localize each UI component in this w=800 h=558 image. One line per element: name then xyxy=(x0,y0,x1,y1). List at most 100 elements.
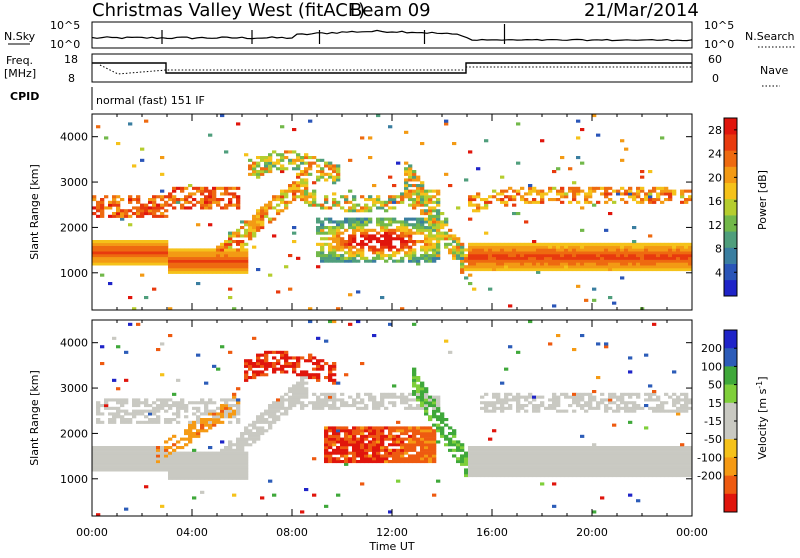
power-cell xyxy=(212,254,217,258)
velocity-cell xyxy=(424,392,429,396)
velocity-cell xyxy=(532,474,537,478)
power-cell xyxy=(392,184,397,188)
power-cell xyxy=(104,251,109,255)
power-cell xyxy=(316,242,321,246)
velocity-cell xyxy=(300,510,305,514)
power-cell xyxy=(540,254,545,258)
velocity-cell xyxy=(432,446,437,450)
velocity-cell xyxy=(120,415,125,419)
power-cell xyxy=(384,209,389,213)
velocity-cell xyxy=(408,457,413,461)
power-cell xyxy=(116,262,121,266)
velocity-cell xyxy=(212,465,217,469)
power-cell xyxy=(656,268,661,272)
power-cell xyxy=(324,217,329,221)
velocity-cell xyxy=(480,446,485,450)
velocity-cell xyxy=(344,457,349,461)
power-cell xyxy=(124,251,129,255)
velocity-cell xyxy=(276,362,281,366)
velocity-cell xyxy=(392,401,397,405)
velocity-cell xyxy=(632,406,637,410)
power-cell xyxy=(664,254,669,258)
power-cell xyxy=(472,242,477,246)
power-cell xyxy=(124,212,129,216)
velocity-cell xyxy=(140,446,145,450)
velocity-cell xyxy=(140,457,145,461)
power-cell xyxy=(632,265,637,269)
power-cell xyxy=(140,240,145,244)
velocity-cell xyxy=(576,451,581,455)
velocity-cell xyxy=(512,451,517,455)
velocity-cell xyxy=(616,398,621,402)
power-cell xyxy=(352,256,357,260)
velocity-cell xyxy=(124,468,129,472)
velocity-cell xyxy=(644,392,649,396)
power-cell xyxy=(396,228,401,232)
power-cell xyxy=(380,251,385,255)
power-cell xyxy=(164,200,169,204)
power-cell xyxy=(568,167,573,171)
velocity-cell xyxy=(604,454,609,458)
velocity-cell xyxy=(640,465,645,469)
power-cell xyxy=(220,114,225,118)
power-cell xyxy=(200,251,205,255)
power-cell xyxy=(416,192,421,196)
power-cell xyxy=(284,189,289,193)
velocity-cell xyxy=(372,440,377,444)
power-cell xyxy=(292,195,297,199)
power-cell xyxy=(476,192,481,196)
velocity-cell xyxy=(620,468,625,472)
velocity-cell xyxy=(484,460,489,464)
power-cell xyxy=(588,265,593,269)
velocity-cell xyxy=(236,420,241,424)
power-cell xyxy=(232,195,237,199)
power-cell xyxy=(496,248,501,252)
power-cell xyxy=(280,198,285,202)
power-cell xyxy=(120,214,125,218)
power-cell xyxy=(672,256,677,260)
velocity-cell xyxy=(420,387,425,391)
velocity-cell xyxy=(164,440,169,444)
power-cell xyxy=(320,254,325,258)
velocity-cell xyxy=(488,446,493,450)
power-cell xyxy=(556,198,561,202)
power-cell xyxy=(536,270,541,274)
velocity-cell xyxy=(412,367,417,371)
power-cell xyxy=(136,200,141,204)
velocity-cell xyxy=(184,468,189,472)
velocity-cell xyxy=(220,440,225,444)
velocity-cell xyxy=(588,398,593,402)
power-cell xyxy=(412,242,417,246)
velocity-cell xyxy=(624,409,629,413)
velocity-cell xyxy=(508,454,513,458)
velocity-cell xyxy=(484,474,489,478)
velocity-cell xyxy=(664,392,669,396)
velocity-cell xyxy=(624,448,629,452)
y-tick-label: 3000 xyxy=(60,382,88,395)
velocity-cell xyxy=(544,474,549,478)
velocity-cell xyxy=(144,420,149,424)
velocity-cell xyxy=(260,415,265,419)
power-cell xyxy=(684,198,689,202)
power-cell xyxy=(188,256,193,260)
velocity-cell xyxy=(588,465,593,469)
power-cell xyxy=(648,256,653,260)
velocity-cell xyxy=(188,426,193,430)
velocity-cell xyxy=(624,462,629,466)
velocity-cell xyxy=(332,320,337,324)
velocity-cell xyxy=(228,468,233,472)
velocity-cell xyxy=(260,426,265,430)
velocity-cell xyxy=(400,454,405,458)
velocity-cell xyxy=(608,448,613,452)
power-cell xyxy=(268,158,273,162)
power-cell xyxy=(284,150,289,154)
velocity-cell xyxy=(548,448,553,452)
velocity-cell xyxy=(112,336,117,340)
power-colorbar-label: Power [dB] xyxy=(756,170,769,230)
velocity-cell xyxy=(636,454,641,458)
velocity-cell xyxy=(416,387,421,391)
power-cell xyxy=(328,254,333,258)
power-cell xyxy=(408,198,413,202)
velocity-cell xyxy=(392,395,397,399)
velocity-cell xyxy=(288,362,293,366)
